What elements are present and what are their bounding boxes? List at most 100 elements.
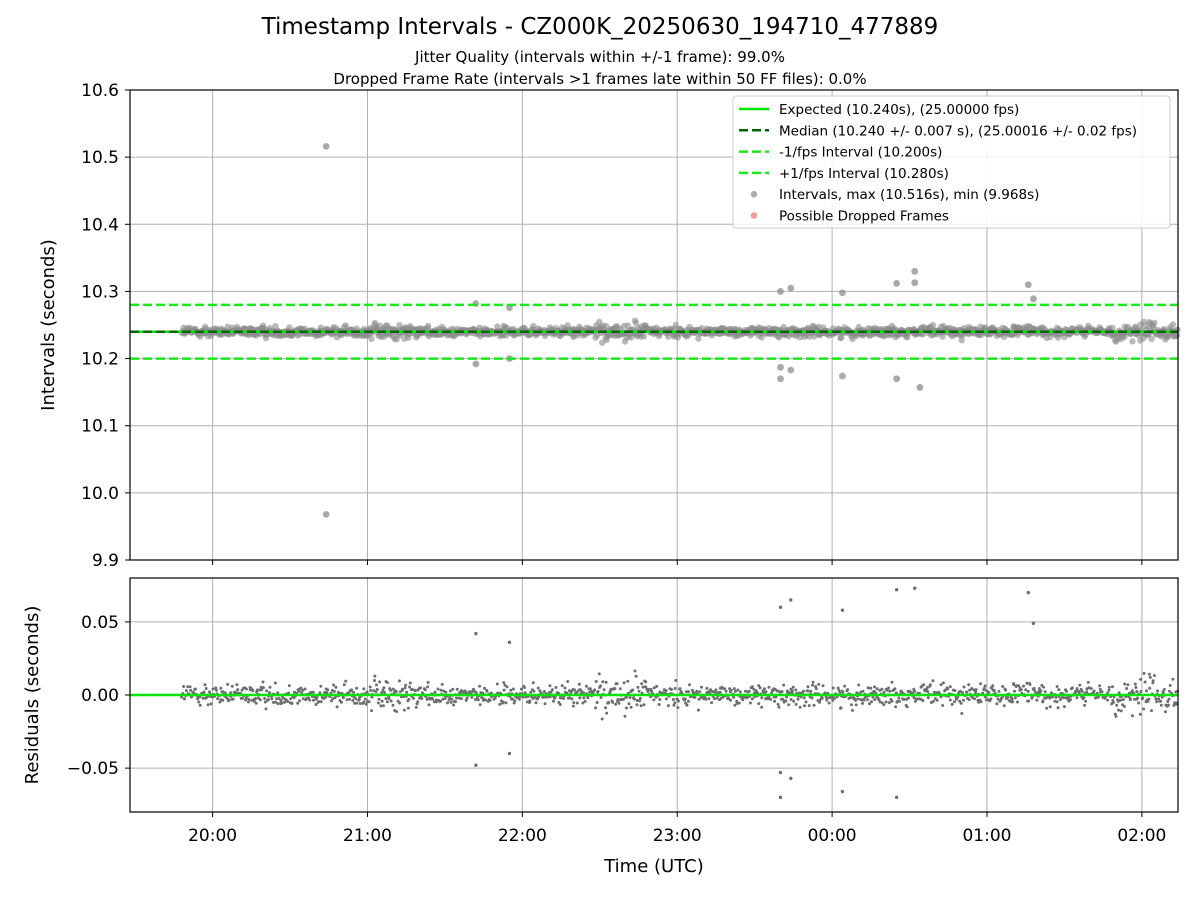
residual-point — [1111, 700, 1115, 704]
interval-point — [602, 322, 610, 330]
top-ytick-label-1: 10.5 — [81, 148, 119, 168]
residual-point — [1159, 703, 1163, 707]
residual-point — [882, 703, 886, 707]
residual-point — [562, 697, 565, 700]
residual-point — [1089, 687, 1093, 690]
residual-point — [784, 699, 788, 703]
residual-point — [887, 686, 891, 690]
residual-point — [1156, 689, 1159, 693]
residual-point — [303, 687, 307, 691]
residual-point — [355, 701, 359, 705]
residual-point — [1085, 690, 1089, 694]
residual-point — [188, 685, 192, 689]
residual-point — [618, 687, 622, 691]
residual-point — [792, 699, 796, 703]
residual-point — [503, 683, 507, 687]
residual-point — [628, 696, 632, 699]
legend-label-5: Possible Dropped Frames — [779, 209, 949, 225]
residual-point — [512, 701, 516, 705]
residual-point — [1113, 712, 1117, 716]
residual-point — [1045, 706, 1049, 710]
interval-point — [929, 321, 937, 329]
interval-point — [1173, 332, 1181, 339]
residual-point — [573, 688, 576, 692]
residual-point — [566, 680, 570, 683]
residual-point — [1001, 685, 1005, 688]
residual-point — [857, 683, 861, 687]
residual-point — [485, 689, 489, 693]
interval-outlier-15 — [1030, 295, 1037, 303]
residual-point — [470, 695, 474, 699]
residual-point — [607, 701, 611, 705]
residual-point — [622, 697, 625, 701]
residual-point — [1172, 703, 1176, 707]
residual-point — [695, 690, 699, 693]
residual-point — [459, 697, 463, 701]
residual-outlier-8 — [840, 789, 845, 794]
residual-point — [345, 698, 349, 702]
residual-point — [406, 706, 410, 710]
residual-point — [1137, 701, 1141, 705]
residual-point — [1019, 688, 1023, 692]
residual-point — [264, 707, 268, 711]
residual-point — [389, 699, 393, 703]
residual-point — [301, 697, 305, 701]
residual-point — [180, 695, 184, 699]
residual-point — [1160, 695, 1164, 699]
residual-point — [385, 700, 389, 704]
residual-point — [197, 700, 201, 704]
residual-point — [950, 702, 954, 706]
residual-point — [683, 697, 687, 701]
top-ytick-label-5: 10.1 — [81, 417, 119, 437]
residual-point — [234, 690, 238, 694]
residual-point — [1125, 687, 1129, 690]
residual-point — [972, 688, 976, 692]
residual-point — [851, 708, 854, 712]
residual-point — [270, 697, 274, 701]
chart-subtitle-dropped: Dropped Frame Rate (intervals >1 frames … — [333, 70, 867, 88]
residual-point — [1055, 700, 1059, 704]
residual-point — [611, 700, 615, 704]
residual-point — [1027, 699, 1031, 703]
residual-point — [1012, 683, 1016, 687]
residual-point — [686, 699, 690, 703]
residual-point — [854, 698, 857, 702]
residual-point — [1013, 689, 1016, 693]
residual-point — [1075, 696, 1079, 700]
residual-point — [850, 703, 853, 707]
residual-point — [802, 696, 806, 700]
residual-point — [531, 697, 535, 700]
interval-outlier-6 — [787, 366, 795, 374]
residual-point — [744, 689, 747, 693]
residual-point — [794, 702, 798, 706]
residual-point — [209, 702, 213, 706]
residual-point — [854, 703, 858, 707]
residual-point — [625, 706, 628, 710]
residual-point — [712, 697, 716, 701]
residual-point — [532, 689, 536, 693]
residual-point — [1147, 697, 1151, 701]
top-axes-frame — [129, 89, 1179, 561]
residual-point — [1080, 690, 1084, 693]
residual-point — [378, 680, 382, 684]
residual-point — [416, 700, 420, 704]
residual-point — [276, 691, 280, 695]
residual-point — [290, 702, 294, 705]
residual-point — [411, 696, 415, 700]
residual-point — [810, 696, 814, 700]
residual-point — [1131, 714, 1134, 718]
residual-point — [1062, 705, 1066, 709]
residual-point — [1011, 700, 1014, 704]
residual-point — [1075, 687, 1079, 691]
residual-point — [536, 686, 540, 690]
residual-point — [380, 691, 384, 695]
residual-point — [1166, 700, 1170, 703]
residual-point — [1142, 707, 1146, 711]
residual-point — [570, 697, 574, 701]
residual-point — [642, 703, 646, 707]
residual-point — [1017, 684, 1021, 688]
residual-point — [474, 698, 477, 701]
residual-point — [201, 696, 205, 700]
legend-label-4: Intervals, max (10.516s), min (9.968s) — [779, 187, 1039, 203]
residual-point — [296, 701, 300, 705]
